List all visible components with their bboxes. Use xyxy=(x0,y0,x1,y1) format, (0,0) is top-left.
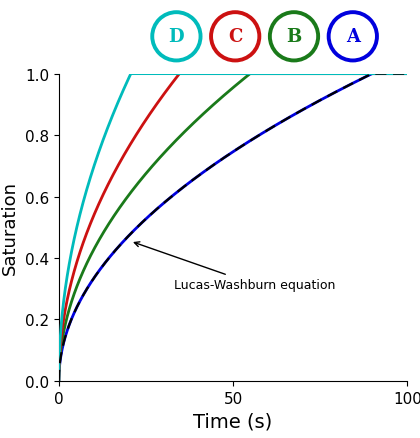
Text: B: B xyxy=(286,28,302,46)
Text: C: C xyxy=(228,28,242,46)
Text: Lucas-Washburn equation: Lucas-Washburn equation xyxy=(134,242,335,291)
Text: A: A xyxy=(346,28,360,46)
X-axis label: Time (s): Time (s) xyxy=(194,411,273,430)
Text: D: D xyxy=(168,28,184,46)
Y-axis label: Saturation: Saturation xyxy=(1,181,19,275)
